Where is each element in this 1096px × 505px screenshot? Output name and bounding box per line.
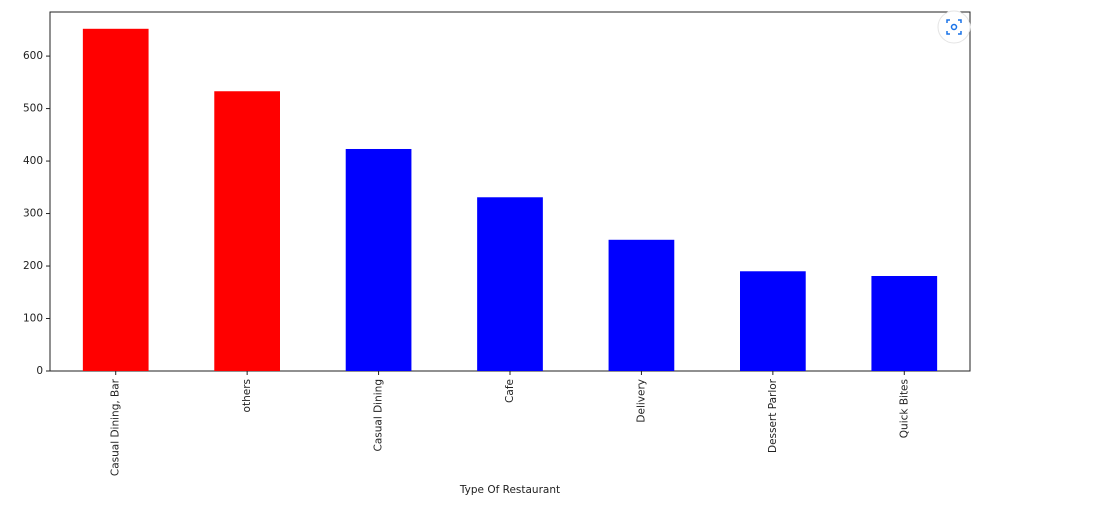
x-axis-label: Type Of Restaurant (459, 484, 560, 496)
y-tick-label: 600 (23, 50, 43, 62)
y-tick-label: 200 (23, 260, 43, 272)
x-tick-label: Quick Bites (898, 379, 910, 438)
bar (871, 276, 938, 371)
bar (345, 148, 412, 371)
bar (608, 239, 675, 371)
bar (214, 91, 280, 371)
x-tick-label: Delivery (635, 379, 647, 423)
bar (82, 28, 149, 372)
y-tick-label: 500 (23, 103, 43, 115)
button-bg[interactable] (937, 10, 971, 44)
bar (477, 197, 543, 371)
y-tick-label: 400 (23, 155, 43, 167)
y-tick-label: 300 (23, 208, 43, 220)
x-tick-label: others (241, 379, 253, 412)
x-tick-label: Casual Dining (373, 379, 385, 451)
x-tick-label: Casual Dining, Bar (110, 378, 122, 476)
expand-button[interactable] (937, 10, 971, 44)
button-icon[interactable] (946, 19, 962, 35)
button-icon-dot[interactable] (950, 23, 958, 31)
x-tick-label: Cafe (504, 379, 516, 403)
bar (740, 271, 806, 371)
y-tick-label: 100 (23, 313, 43, 325)
y-tick-label: 0 (36, 365, 43, 377)
x-tick-label: Dessert Parlor (767, 378, 779, 453)
